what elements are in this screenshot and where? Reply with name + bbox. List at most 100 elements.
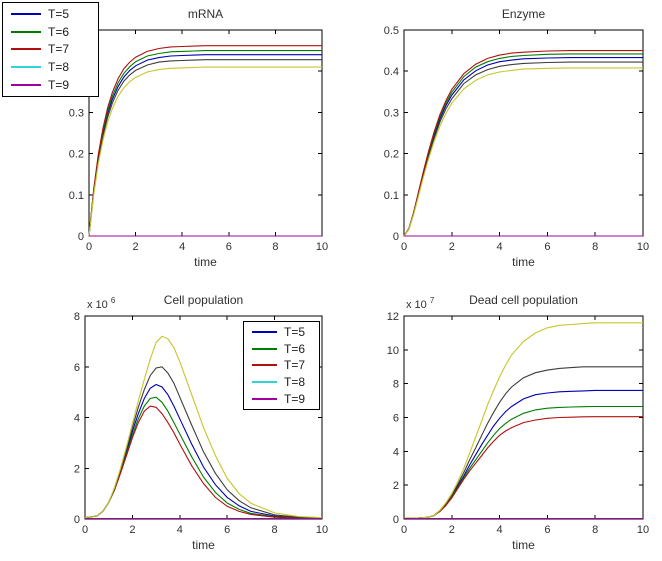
legend-line-sample	[252, 364, 277, 367]
axes-box	[403, 315, 644, 520]
x-tick-label: 8	[592, 241, 598, 253]
legend-item-T-9: T=9	[244, 393, 319, 405]
series-yellow-line	[403, 67, 643, 237]
x-axis-label: time	[512, 255, 535, 269]
x-tick-label: 10	[316, 241, 328, 253]
x-tick-label: 8	[272, 524, 278, 536]
x-tick-label: 2	[449, 524, 455, 536]
x-tick-label: 8	[272, 241, 278, 253]
legend-line-sample	[252, 331, 277, 334]
legend-line-sample	[252, 381, 277, 384]
y-tick-label: 6	[74, 362, 80, 374]
y-tick-label: 0.2	[69, 149, 84, 161]
x-tick-label: 6	[226, 241, 232, 253]
chart-title: Cell population	[164, 293, 243, 307]
y-tick-label: 0	[78, 231, 84, 243]
legend-label: T=7	[284, 358, 306, 373]
legend-line-sample	[252, 347, 277, 350]
legend-item-T-7: T=7	[3, 43, 98, 55]
y-tick-label: 4	[393, 446, 399, 458]
series-red-line	[404, 416, 643, 519]
x-axis-label: time	[194, 255, 217, 269]
series-blue-line	[404, 389, 643, 519]
legend-item-T-7: T=7	[244, 359, 319, 371]
axes-box	[403, 29, 644, 237]
y-tick-label: 0.2	[384, 149, 399, 161]
legend-label: T=6	[284, 341, 306, 356]
y-tick-label: 4	[74, 413, 80, 425]
x-tick-label: 0	[401, 524, 407, 536]
legend-item-T-9: T=9	[3, 79, 98, 91]
x-tick-label: 10	[316, 524, 328, 536]
x-tick-label: 4	[179, 241, 185, 253]
series-yellow-line	[84, 335, 323, 519]
legend-line-sample	[252, 397, 277, 400]
legend-item-T-5: T=5	[244, 326, 319, 338]
y-tick-label: 0	[393, 231, 399, 243]
y-axis-exponent-label: x 10 6	[87, 296, 116, 311]
series-yellow-line	[88, 66, 322, 237]
legend-label: T=9	[48, 78, 70, 93]
series-green-line	[404, 405, 643, 519]
x-tick-label: 2	[129, 524, 135, 536]
x-tick-label: 6	[544, 524, 550, 536]
y-tick-label: 8	[74, 311, 80, 323]
y-tick-label: 0.3	[384, 107, 399, 119]
chart-dead-canvas: 0 2 4 6 8 10 0 2 4 6 8 10 12 Dead cell population time…	[387, 293, 649, 552]
x-tick-label: 2	[133, 241, 139, 253]
chart-title: Dead cell population	[469, 293, 578, 307]
series-dark-line	[404, 366, 643, 519]
y-tick-label: 0.4	[384, 66, 399, 78]
legend-item-T-6: T=6	[3, 26, 98, 38]
series-red-line	[88, 45, 322, 237]
legend-line-sample	[11, 12, 41, 15]
legend-label: T=8	[284, 375, 306, 390]
series-blue-line	[403, 57, 643, 237]
series-dark-line	[88, 59, 322, 237]
chart-title: Enzyme	[502, 7, 546, 21]
series-blue-line	[88, 54, 322, 237]
y-tick-label: 0	[74, 514, 80, 526]
y-tick-label: 0.1	[69, 190, 84, 202]
legend-line-sample	[11, 66, 41, 69]
x-tick-label: 4	[497, 524, 503, 536]
x-tick-label: 4	[177, 524, 183, 536]
series-yellow-line	[404, 322, 643, 519]
chart-enzyme-canvas: 0 2 4 6 8 10 0 0.1 0.2 0.3 0.4 0.5 Enzyme time	[384, 7, 649, 269]
y-tick-label: 2	[74, 463, 80, 475]
y-tick-label: 2	[393, 480, 399, 492]
y-axis-exponent-label: x 10 7	[406, 296, 435, 311]
y-tick-label: 6	[393, 413, 399, 425]
x-tick-label: 10	[637, 241, 649, 253]
legend-line-sample	[11, 84, 41, 87]
legend-label: T=5	[48, 6, 70, 21]
chart-cell-canvas: 0 2 4 6 8 10 0 2 4 6 8 Cell population time x 10 6	[74, 293, 328, 552]
x-tick-label: 0	[82, 524, 88, 536]
x-tick-label: 8	[592, 524, 598, 536]
x-tick-label: 2	[449, 241, 455, 253]
x-axis-label: time	[192, 538, 215, 552]
chart-title: mRNA	[188, 7, 223, 21]
legend-line-sample	[11, 48, 41, 51]
y-tick-label: 10	[387, 345, 399, 357]
figure-legend: T=5 T=6 T=7 T=8 T=9	[2, 2, 99, 97]
x-tick-label: 6	[544, 241, 550, 253]
series-red-line	[84, 405, 323, 520]
y-tick-label: 8	[393, 379, 399, 391]
x-tick-label: 0	[86, 241, 92, 253]
series-green-line	[88, 50, 322, 237]
cell-population-legend: T=5 T=6 T=7 T=8 T=9	[243, 321, 320, 410]
legend-label: T=9	[284, 391, 306, 406]
x-tick-label: 10	[637, 524, 649, 536]
series-dark-line	[403, 61, 643, 237]
legend-item-T-8: T=8	[244, 376, 319, 388]
x-tick-label: 4	[497, 241, 503, 253]
series-green-line	[403, 53, 643, 237]
legend-label: T=8	[48, 60, 70, 75]
series-green-line	[84, 396, 323, 520]
legend-label: T=6	[48, 24, 70, 39]
legend-line-sample	[11, 30, 41, 33]
x-tick-label: 6	[224, 524, 230, 536]
